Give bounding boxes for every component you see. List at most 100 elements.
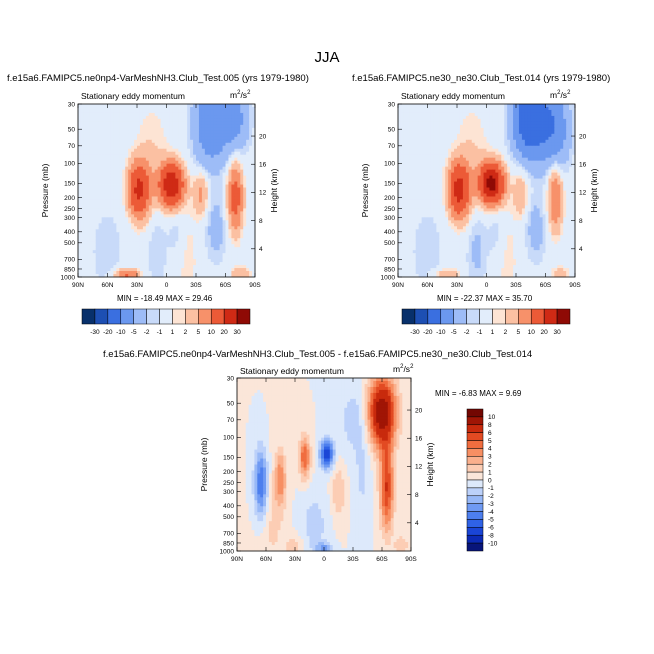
heatmap-cell xyxy=(400,163,405,168)
heatmap-cell xyxy=(557,133,561,138)
heatmap-cell xyxy=(551,118,555,123)
heatmap-cell xyxy=(83,238,88,242)
heatmap-cell xyxy=(151,244,156,248)
heatmap-cell xyxy=(110,172,114,176)
heatmap-cell xyxy=(80,253,85,257)
heatmap-cell xyxy=(163,157,167,162)
heatmap-cell xyxy=(249,271,253,275)
heatmap-cell xyxy=(148,124,153,129)
heatmap-cell xyxy=(234,178,238,182)
heatmap-cell xyxy=(557,136,561,141)
heatmap-cell xyxy=(210,193,215,197)
heatmap-cell xyxy=(157,172,161,176)
heatmap-cell xyxy=(196,232,200,236)
heatmap-cell xyxy=(78,178,82,182)
heatmap-cell xyxy=(459,124,464,129)
heatmap-cell xyxy=(131,214,135,218)
heatmap-cell xyxy=(213,238,218,242)
heatmap-cell xyxy=(442,109,446,114)
heatmap-cell xyxy=(122,181,126,185)
heatmap-cell xyxy=(243,112,247,117)
heatmap-cell xyxy=(204,253,209,257)
heatmap-cell xyxy=(160,196,164,200)
heatmap-cell xyxy=(489,154,493,159)
heatmap-cell xyxy=(442,118,446,123)
heatmap-cell xyxy=(237,244,241,248)
heatmap-cell xyxy=(92,202,97,206)
heatmap-cell xyxy=(128,232,132,236)
heatmap-cell xyxy=(240,226,244,230)
heatmap-cell xyxy=(533,139,538,144)
heatmap-cell xyxy=(418,151,422,156)
heatmap-cell xyxy=(193,187,197,191)
heatmap-cell xyxy=(163,187,167,191)
heatmap-cell xyxy=(204,133,209,138)
heatmap-cell xyxy=(86,148,91,153)
heatmap-cell xyxy=(237,175,241,179)
heatmap-cell xyxy=(448,148,452,153)
heatmap-cell xyxy=(436,163,440,168)
heatmap-cell xyxy=(86,127,91,132)
heatmap-cell xyxy=(237,199,241,203)
heatmap-cell xyxy=(101,145,105,150)
heatmap-cell xyxy=(175,253,179,257)
heatmap-cell xyxy=(145,139,150,144)
heatmap-cell xyxy=(465,142,470,147)
heatmap-cell xyxy=(243,229,247,233)
heatmap-cell xyxy=(471,115,476,120)
heatmap-cell xyxy=(252,139,256,144)
heatmap-cell xyxy=(193,211,197,215)
heatmap-cell xyxy=(507,104,511,108)
heatmap-cell xyxy=(160,184,164,188)
heatmap-cell xyxy=(154,104,159,108)
heatmap-cell xyxy=(249,229,253,233)
heatmap-cell xyxy=(128,271,132,275)
heatmap-cell xyxy=(95,247,100,251)
heatmap-cell xyxy=(222,118,226,123)
heatmap-cell xyxy=(137,151,141,156)
heatmap-cell xyxy=(142,181,147,185)
heatmap-cell xyxy=(507,142,511,147)
height-tick-label: 16 xyxy=(259,162,267,169)
heatmap-cell xyxy=(234,250,238,254)
heatmap-cell xyxy=(134,271,138,275)
heatmap-cell xyxy=(219,172,223,176)
heatmap-cell xyxy=(219,121,223,126)
heatmap-cell xyxy=(113,172,117,176)
heatmap-cell xyxy=(219,104,223,108)
heatmap-cell xyxy=(163,271,167,275)
heatmap-cell xyxy=(439,121,443,126)
heatmap-cell xyxy=(207,124,212,129)
heatmap-cell xyxy=(448,163,452,168)
heatmap-cell xyxy=(193,130,197,135)
heatmap-cell xyxy=(465,115,470,120)
heatmap-cell xyxy=(252,232,256,236)
heatmap-cell xyxy=(134,250,138,254)
heatmap-cell xyxy=(234,244,238,248)
heatmap-cell xyxy=(157,208,161,212)
heatmap-cell xyxy=(545,118,549,123)
heatmap-cell xyxy=(219,142,223,147)
heatmap-cell xyxy=(489,130,493,135)
heatmap-cell xyxy=(572,163,576,168)
heatmap-cell xyxy=(486,106,490,111)
heatmap-cell xyxy=(210,190,215,194)
heatmap-cell xyxy=(240,172,244,176)
heatmap-cell xyxy=(234,130,238,135)
heatmap-cell xyxy=(557,106,561,111)
heatmap-cell xyxy=(533,157,538,162)
heatmap-cell xyxy=(163,244,167,248)
heatmap-cell xyxy=(566,106,570,111)
heatmap-cell xyxy=(101,256,105,260)
heatmap-cell xyxy=(492,166,496,171)
heatmap-cell xyxy=(225,199,229,203)
heatmap-cell xyxy=(187,166,191,171)
heatmap-cell xyxy=(225,271,229,275)
heatmap-cell xyxy=(213,274,218,278)
heatmap-cell xyxy=(563,124,567,129)
heatmap-cell xyxy=(228,178,232,182)
heatmap-cell xyxy=(409,139,414,144)
heatmap-cell xyxy=(439,130,443,135)
heatmap-cell xyxy=(406,148,411,153)
heatmap-cell xyxy=(89,172,94,176)
